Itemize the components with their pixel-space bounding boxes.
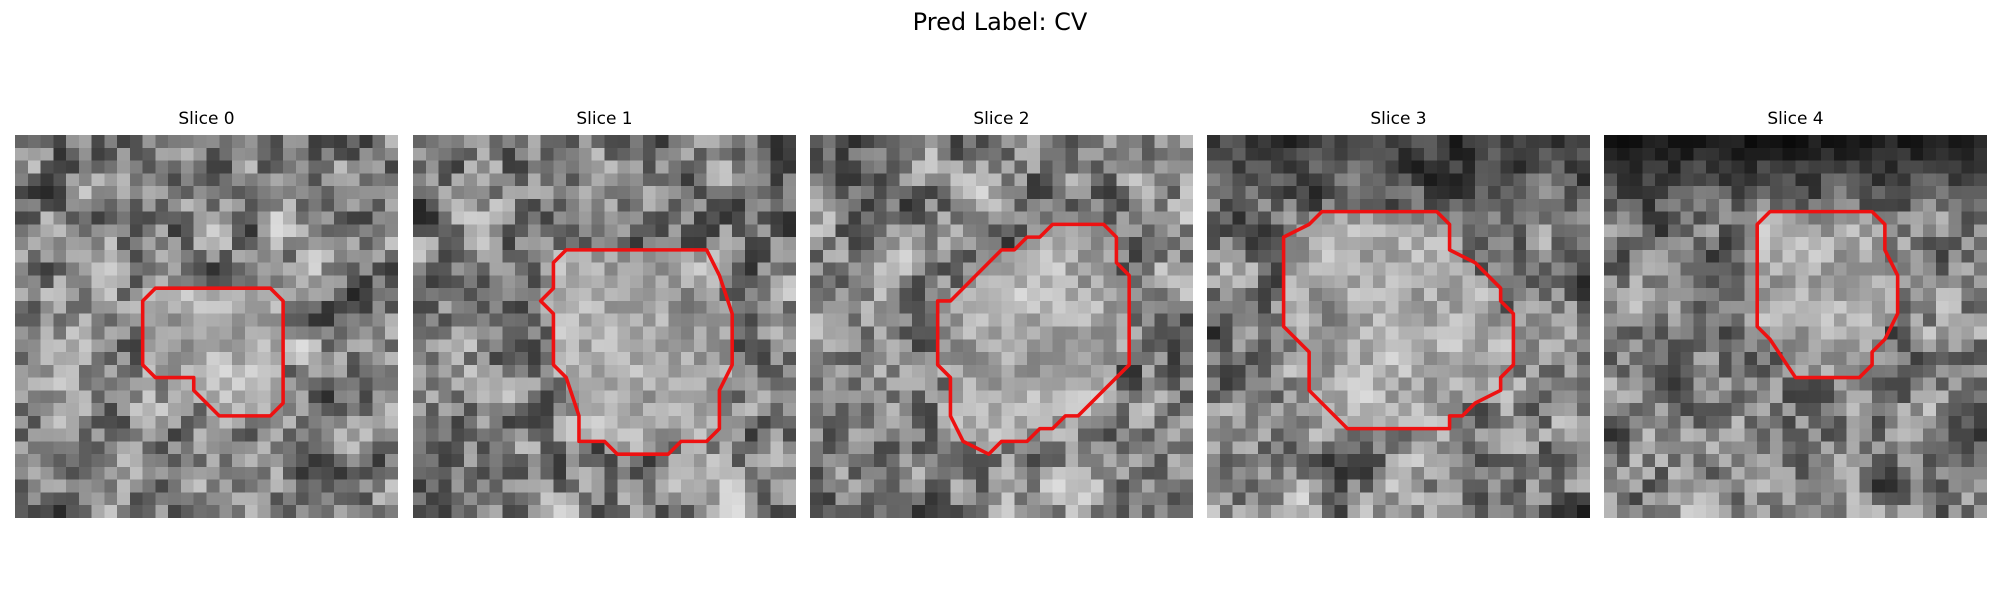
slice-panel-2: Slice 2: [810, 108, 1193, 518]
slice-panel-1: Slice 1: [413, 108, 796, 518]
slice-title: Slice 4: [1767, 109, 1824, 129]
slice-panel-0: Slice 0: [15, 108, 398, 518]
segmentation-contour: [140, 286, 285, 418]
slice-title: Slice 3: [1370, 109, 1427, 129]
slice-image: [15, 135, 398, 518]
slice-image: [1604, 135, 1987, 518]
segmentation-contour: [1755, 209, 1900, 380]
slice-title: Slice 1: [576, 109, 633, 129]
segmentation-contour: [935, 222, 1131, 456]
segmentation-contour: [1281, 209, 1516, 431]
slice-panel-3: Slice 3: [1207, 108, 1590, 518]
slice-image: [1207, 135, 1590, 518]
slice-title: Slice 0: [178, 109, 235, 129]
slice-panel-4: Slice 4: [1604, 108, 1987, 518]
segmentation-contour: [538, 248, 734, 456]
slice-title: Slice 2: [973, 109, 1030, 129]
figure-title: Pred Label: CV: [912, 8, 1088, 36]
slice-image: [413, 135, 796, 518]
slice-image: [810, 135, 1193, 518]
